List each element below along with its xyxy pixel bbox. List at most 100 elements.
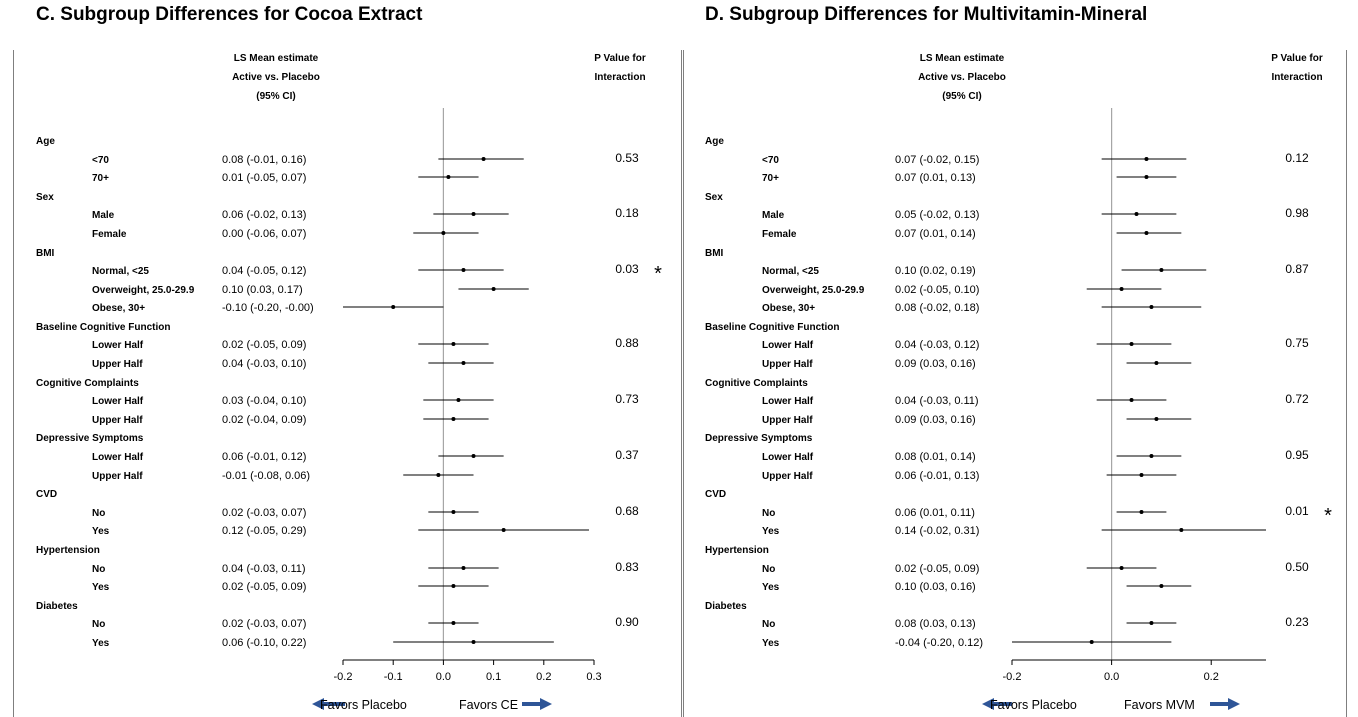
panel-c-favors-active-label: Favors CE: [459, 698, 518, 712]
panel-d-point-estimate: [1144, 157, 1149, 161]
panel-c-estimate-ci-text: 0.04 (-0.05, 0.12): [222, 265, 306, 277]
panel-d-significance-star: *: [1324, 505, 1332, 527]
panel-c-pvalue-header-line: P Value for: [594, 53, 646, 64]
panel-d-point-estimate: [1149, 454, 1154, 458]
panel-c-interaction-p-value: 0.53: [615, 151, 639, 165]
panel-c-estimate-ci-text: 0.02 (-0.05, 0.09): [222, 581, 306, 593]
panel-c-point-estimate: [461, 566, 466, 570]
panel-c-interaction-p-value: 0.73: [615, 392, 639, 406]
panel-c-subgroup-label: No: [92, 619, 105, 630]
panel-d-group-label: Age: [705, 136, 724, 147]
panel-d-subgroup-label: Overweight, 25.0-29.9: [762, 285, 865, 296]
panel-d-point-estimate: [1139, 510, 1144, 514]
panel-d-estimate-header-line: Active vs. Placebo: [918, 72, 1006, 83]
panel-c-point-estimate: [391, 305, 396, 309]
panel-c-interaction-p-value: 0.18: [615, 206, 639, 220]
panel-d-x-axis-tick-label: 0.0: [1104, 671, 1119, 683]
panel-c-group-label: Baseline Cognitive Function: [36, 322, 170, 333]
panel-d-point-estimate: [1159, 268, 1164, 272]
panel-d-group-label: Baseline Cognitive Function: [705, 322, 839, 333]
panel-d-subgroup-label: No: [762, 508, 775, 519]
panel-c-estimate-ci-text: 0.06 (-0.10, 0.22): [222, 637, 306, 649]
panel-c-frame: [13, 50, 682, 717]
panel-c-interaction-p-value: 0.83: [615, 560, 639, 574]
panel-d-group-label: Sex: [705, 192, 723, 203]
panel-c-title: C. Subgroup Differences for Cocoa Extrac…: [36, 4, 423, 25]
panel-c-estimate-ci-text: 0.02 (-0.04, 0.09): [222, 414, 306, 426]
panel-d-estimate-ci-text: 0.04 (-0.03, 0.11): [895, 395, 979, 407]
panel-c-subgroup-label: Normal, <25: [92, 266, 149, 277]
panel-d-favors-placebo-arrow-icon: [982, 698, 1012, 710]
panel-c-x-axis-tick-label: -0.2: [334, 671, 353, 683]
panel-d-point-estimate: [1149, 621, 1154, 625]
panel-d-subgroup-label: Normal, <25: [762, 266, 819, 277]
panel-d-estimate-ci-text: 0.02 (-0.05, 0.09): [895, 563, 979, 575]
panel-d-subgroup-label: No: [762, 619, 775, 630]
panel-c-point-estimate: [446, 175, 451, 179]
panel-d-point-estimate: [1134, 212, 1139, 216]
panel-c-group-label: Cognitive Complaints: [36, 378, 139, 389]
panel-c-point-estimate: [456, 398, 461, 402]
panel-c-point-estimate: [491, 287, 496, 291]
panel-c-estimate-ci-text: 0.06 (-0.02, 0.13): [222, 209, 306, 221]
panel-d-point-estimate: [1144, 175, 1149, 179]
panel-c-estimate-ci-text: 0.02 (-0.05, 0.09): [222, 339, 306, 351]
panel-c-favors-placebo-arrow-icon: [312, 698, 345, 710]
panel-d-point-estimate: [1139, 473, 1144, 477]
panel-d-subgroup-label: No: [762, 564, 775, 575]
panel-d-interaction-p-value: 0.87: [1285, 262, 1309, 276]
panel-c-subgroup-label: Male: [92, 210, 115, 221]
panel-d-subgroup-label: <70: [762, 155, 779, 166]
panel-c-estimate-ci-text: 0.04 (-0.03, 0.11): [222, 563, 306, 575]
panel-c-subgroup-label: Yes: [92, 638, 110, 649]
panel-c-significance-star: *: [654, 263, 662, 285]
panel-d-interaction-p-value: 0.12: [1285, 151, 1309, 165]
panel-c-estimate-ci-text: -0.10 (-0.20, -0.00): [222, 302, 314, 314]
panel-d-point-estimate: [1129, 342, 1134, 346]
panel-d-estimate-ci-text: 0.05 (-0.02, 0.13): [895, 209, 979, 221]
panel-d-interaction-p-value: 0.72: [1285, 392, 1309, 406]
panel-d-estimate-ci-text: 0.14 (-0.02, 0.31): [895, 525, 979, 537]
panel-c-subgroup-label: Overweight, 25.0-29.9: [92, 285, 195, 296]
panel-d-x-axis-tick-label: -0.2: [1003, 671, 1022, 683]
panel-c-point-estimate: [471, 640, 476, 644]
panel-d-interaction-p-value: 0.98: [1285, 206, 1309, 220]
panel-d-estimate-ci-text: 0.07 (0.01, 0.14): [895, 228, 976, 240]
panel-c-point-estimate: [451, 510, 456, 514]
panel-c-point-estimate: [451, 342, 456, 346]
panel-c-subgroup-label: Upper Half: [92, 415, 143, 426]
panel-d-estimate-ci-text: -0.04 (-0.20, 0.12): [895, 637, 983, 649]
panel-d-frame: [683, 50, 1347, 717]
panel-c-subgroup-label: 70+: [92, 173, 109, 184]
panel-c-estimate-ci-text: 0.03 (-0.04, 0.10): [222, 395, 306, 407]
panel-d-point-estimate: [1119, 566, 1124, 570]
panel-c-subgroup-label: Upper Half: [92, 359, 143, 370]
panel-c-estimate-ci-text: -0.01 (-0.08, 0.06): [222, 470, 310, 482]
panel-d-subgroup-label: Obese, 30+: [762, 303, 815, 314]
panel-c-pvalue-header-line: Interaction: [594, 72, 645, 83]
panel-c-x-axis-tick-label: 0.1: [486, 671, 501, 683]
panel-d-subgroup-label: Female: [762, 229, 797, 240]
panel-c-point-estimate: [461, 361, 466, 365]
panel-d-estimate-ci-text: 0.08 (0.01, 0.14): [895, 451, 976, 463]
panel-d-interaction-p-value: 0.01: [1285, 504, 1309, 518]
panel-d-group-label: Cognitive Complaints: [705, 378, 808, 389]
panel-c-interaction-p-value: 0.88: [615, 336, 639, 350]
panel-d-group-label: BMI: [705, 248, 724, 259]
panel-d-subgroup-label: Upper Half: [762, 415, 813, 426]
panel-c-point-estimate: [436, 473, 441, 477]
panel-d-favors-active-label: Favors MVM: [1124, 698, 1195, 712]
panel-c-x-axis-tick-label: 0.0: [436, 671, 451, 683]
panel-d-estimate-ci-text: 0.04 (-0.03, 0.12): [895, 339, 979, 351]
panel-c-group-label: Diabetes: [36, 601, 78, 612]
panel-c-estimate-ci-text: 0.02 (-0.03, 0.07): [222, 618, 306, 630]
panel-d-subgroup-label: Yes: [762, 526, 780, 537]
panel-d-point-estimate: [1159, 584, 1164, 588]
panel-d-estimate-ci-text: 0.09 (0.03, 0.16): [895, 358, 976, 370]
panel-c-estimate-ci-text: 0.08 (-0.01, 0.16): [222, 154, 306, 166]
panel-c-estimate-ci-text: 0.10 (0.03, 0.17): [222, 284, 303, 296]
panel-d-estimate-ci-text: 0.02 (-0.05, 0.10): [895, 284, 979, 296]
panel-d-estimate-ci-text: 0.07 (0.01, 0.13): [895, 172, 976, 184]
